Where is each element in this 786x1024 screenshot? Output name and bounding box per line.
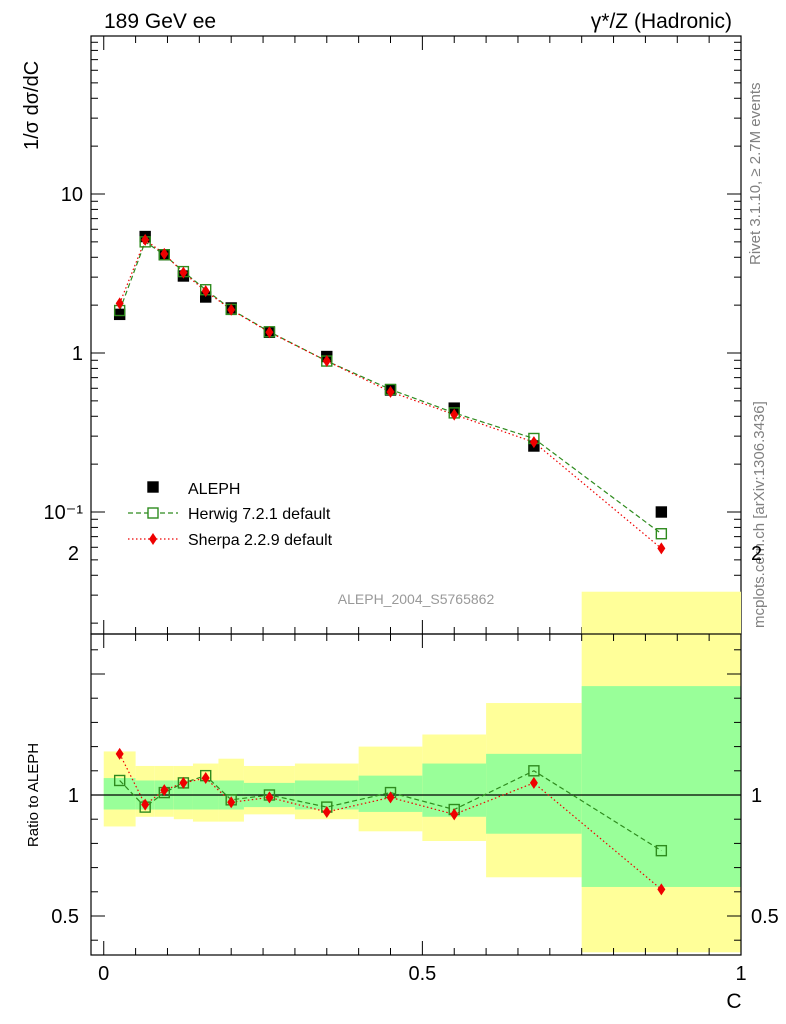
legend-label-sherpa: Sherpa 2.2.9 default <box>188 532 333 549</box>
sherpa-point <box>141 233 150 246</box>
legend-herwig-marker <box>147 507 159 519</box>
watermark: ALEPH_2004_S5765862 <box>338 591 495 607</box>
herwig-point <box>655 528 668 540</box>
legend-marks <box>128 481 178 545</box>
main-y-axis-label: 1/σ dσ/dC <box>21 61 43 150</box>
legend-label-herwig: Herwig 7.2.1 default <box>188 506 331 523</box>
ratio-y-tick-label-right: 1 <box>751 785 762 807</box>
sherpa-point <box>529 436 538 449</box>
x-axis-label: C <box>726 990 741 1013</box>
ratio-herwig-point <box>528 765 540 777</box>
legend-label-aleph: ALEPH <box>188 481 240 498</box>
sherpa-point <box>227 303 236 316</box>
rivet-label: Rivet 3.1.10, ≥ 2.7M events <box>747 83 764 266</box>
main-y-tick-label: 10 <box>61 184 83 206</box>
ratio-sherpa-point <box>386 791 395 804</box>
aleph-point <box>113 308 126 321</box>
sherpa-point <box>179 266 188 279</box>
ratio-band-inner <box>581 686 741 887</box>
legend: ALEPH Herwig 7.2.1 default Sherpa 2.2.9 … <box>128 481 333 549</box>
ratio-y-tick-label: 2 <box>68 543 79 565</box>
x-tick-label: 0 <box>98 963 109 985</box>
ratio-sherpa-point <box>227 796 236 809</box>
ratio-y-axis-label: Ratio to ALEPH <box>25 743 42 847</box>
ratio-sherpa-point <box>322 805 331 818</box>
ratio-y-tick-label-right: 2 <box>751 543 762 565</box>
legend-sherpa-marker <box>149 533 157 545</box>
ratio-y-tick-label: 0.5 <box>51 906 79 928</box>
ratio-herwig-point <box>113 774 126 787</box>
ratio-sherpa-point <box>179 776 188 789</box>
x-tick-label: 1 <box>735 963 746 985</box>
energy-label: 189 GeV ee <box>104 10 216 33</box>
sherpa-point <box>115 297 124 310</box>
main-plot: 10⁻¹ 1 10 1/σ dσ/dC ALEPH_2004_S5765862 AL… <box>21 35 742 635</box>
sherpa-point <box>322 355 331 368</box>
aleph-point <box>655 506 668 518</box>
main-y-tick-label: 1 <box>72 343 83 365</box>
ratio-sherpa-line <box>119 753 662 890</box>
main-y-tick-label: 10⁻¹ <box>44 502 84 524</box>
mcplots-label: mcplots.cern.ch [arXiv:1306.3436] <box>751 401 768 628</box>
ratio-sherpa-point <box>265 791 274 804</box>
ratio-band-inner <box>103 778 136 810</box>
ratio-sherpa-point <box>160 784 169 797</box>
sherpa-point <box>657 542 666 555</box>
main-y-axis: 10⁻¹ 1 10 <box>44 36 742 634</box>
ratio-sherpa-point <box>115 747 124 760</box>
x-tick-label: 0.5 <box>408 963 436 985</box>
ratio-series <box>113 747 668 896</box>
ratio-band-inner <box>486 753 582 834</box>
ratio-sherpa-point <box>201 772 210 785</box>
sherpa-point <box>386 385 395 398</box>
ratio-herwig-point <box>655 844 668 857</box>
ratio-band-inner <box>422 763 487 817</box>
main-series <box>113 230 668 555</box>
ratio-herwig-line <box>119 770 662 852</box>
ratio-sherpa-point <box>450 808 459 821</box>
process-label: γ*/Z (Hadronic) <box>591 10 732 33</box>
legend-aleph-marker <box>147 481 159 493</box>
ratio-y-tick-label: 1 <box>68 785 79 807</box>
sherpa-point <box>160 247 169 260</box>
ratio-sherpa-point <box>141 798 150 811</box>
ratio-sherpa-point <box>529 776 538 789</box>
ratio-y-tick-label-right: 0.5 <box>751 906 779 928</box>
ratio-plot: 0 0.5 1 0.5 0.5 1 1 2 2 Ratio to ALEPH C <box>25 543 779 1013</box>
sherpa-point <box>265 326 274 339</box>
sherpa-point <box>450 408 459 421</box>
ratio-sherpa-point <box>657 883 666 896</box>
ratio-axes: 0 0.5 1 0.5 0.5 1 1 2 2 <box>51 543 779 985</box>
sherpa-point <box>201 285 210 298</box>
